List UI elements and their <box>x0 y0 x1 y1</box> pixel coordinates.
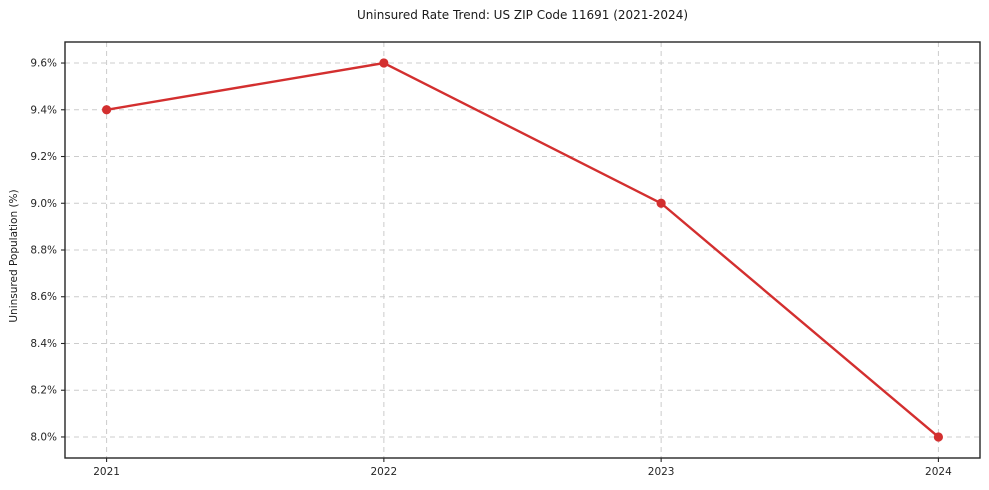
y-tick-label: 9.4% <box>30 104 57 116</box>
y-tick-label: 9.2% <box>30 151 57 163</box>
data-point-marker <box>101 105 112 115</box>
data-point-marker <box>933 432 944 442</box>
data-point-marker <box>656 198 666 208</box>
y-tick-label: 9.0% <box>30 198 57 210</box>
chart-title: Uninsured Rate Trend: US ZIP Code 11691 … <box>356 8 689 22</box>
y-tick-label: 8.8% <box>30 245 57 257</box>
x-tick-label: 2024 <box>925 466 952 478</box>
plot-border <box>64 41 981 459</box>
y-tick-label: 8.0% <box>30 431 57 443</box>
x-tick-label: 2022 <box>370 466 397 478</box>
y-tick-label: 9.6% <box>30 58 57 70</box>
y-tick-label: 8.4% <box>30 338 57 350</box>
y-tick-label: 8.2% <box>30 385 57 397</box>
data-point-marker <box>379 58 389 68</box>
trend-line <box>105 61 940 439</box>
x-tick-label: 2023 <box>648 466 675 478</box>
x-tick-label: 2021 <box>93 466 120 478</box>
y-tick-label: 8.6% <box>30 291 57 303</box>
